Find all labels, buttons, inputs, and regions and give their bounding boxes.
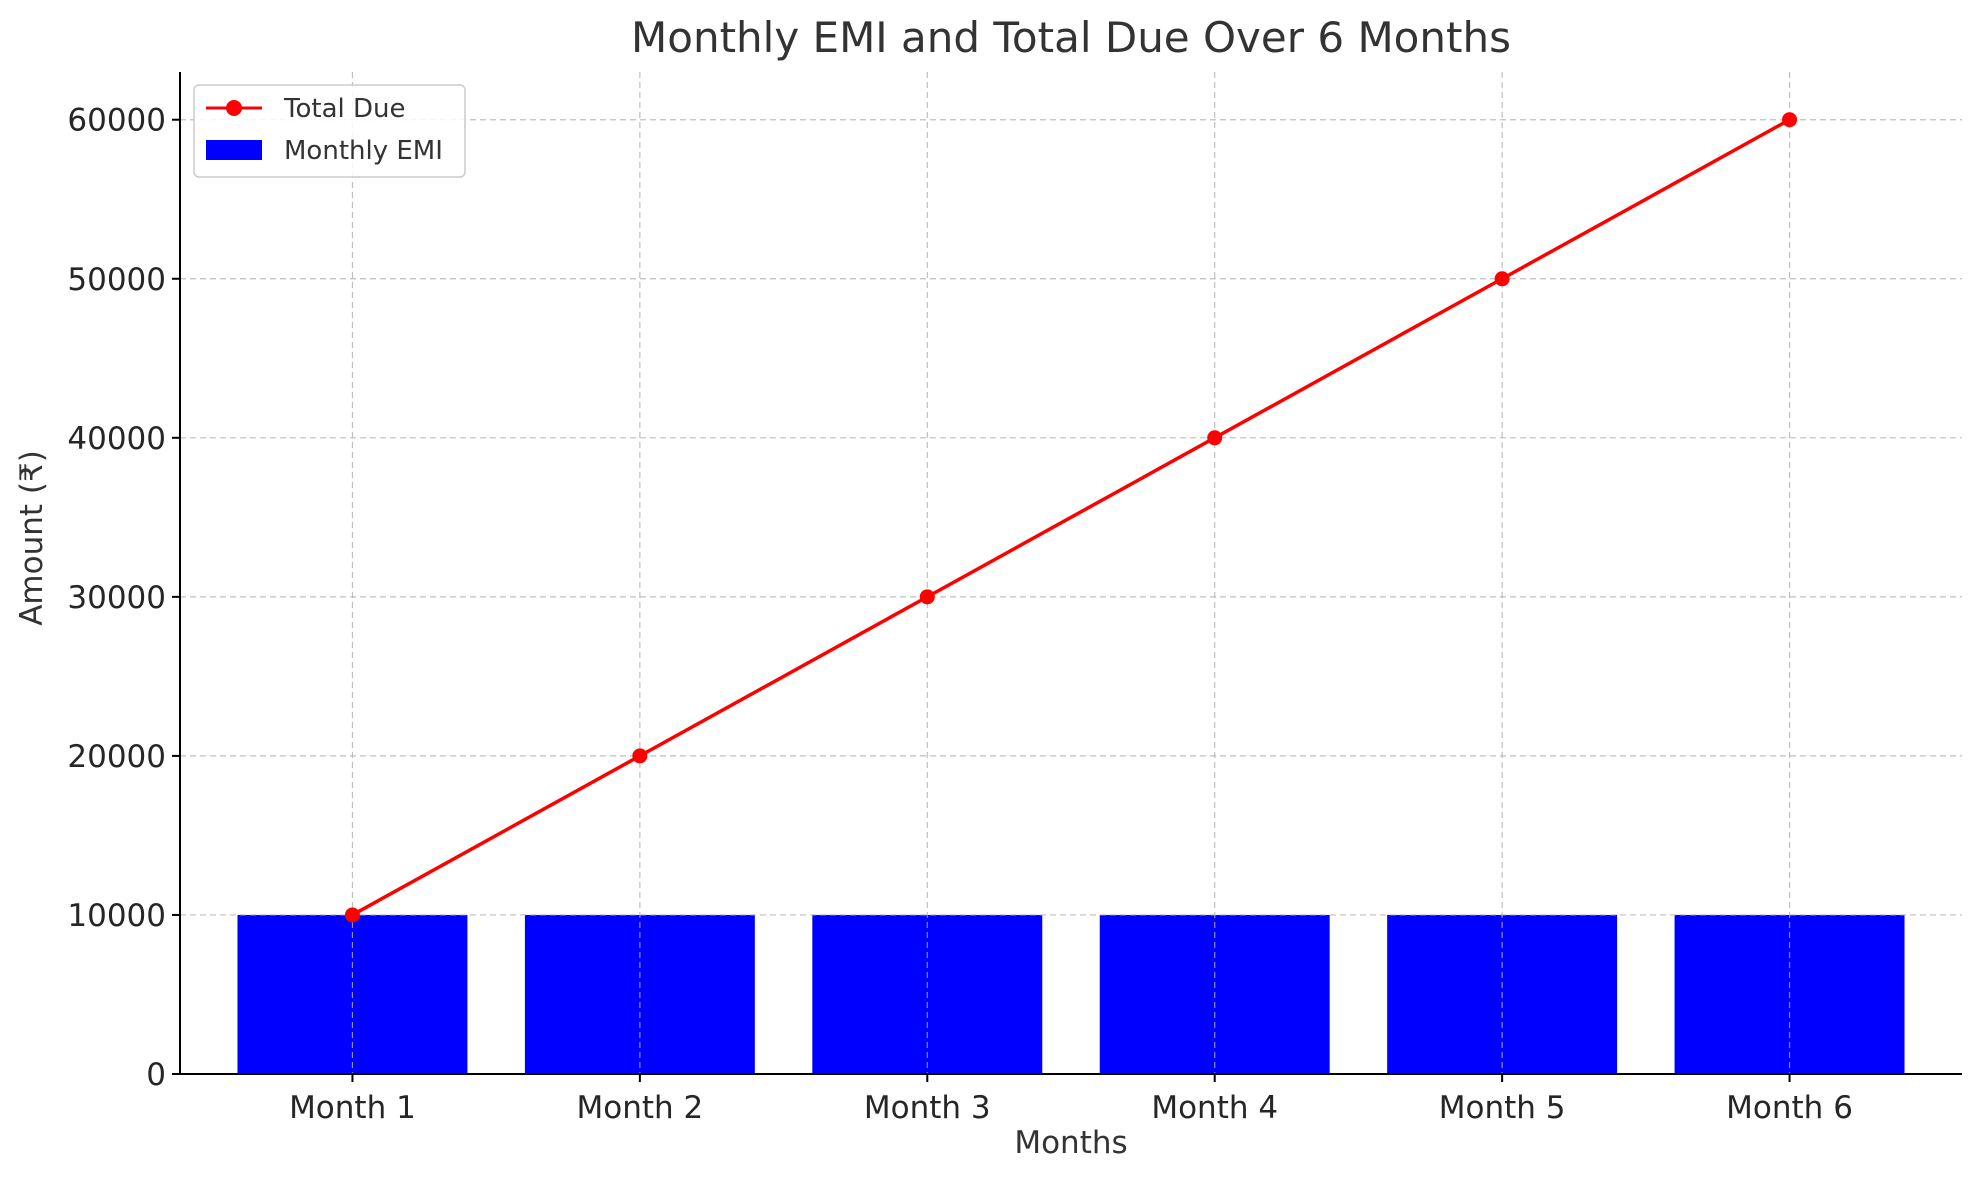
total-due-point [919,589,935,605]
x-tick-label: Month 3 [864,1090,991,1126]
y-axis-label: Amount (₹) [14,450,50,626]
y-tick-label: 30000 [67,580,166,616]
y-tick-label: 0 [146,1057,166,1093]
chart-title: Monthly EMI and Total Due Over 6 Months [631,13,1511,62]
total-due-line [351,118,1791,917]
y-tick-label: 60000 [67,103,166,139]
x-tick-label: Month 4 [1151,1090,1278,1126]
ticks-layer: 0 10000 20000 30000 40000 50000 60000 Month 1 Mo… [67,103,1853,1126]
y-tick-label: 20000 [67,739,166,775]
y-tick-label: 10000 [67,898,166,934]
total-due-point [632,748,648,764]
x-tick-label: Month 6 [1726,1090,1853,1126]
total-due-point [344,907,360,923]
legend-total-due-marker-icon [226,100,242,116]
legend-total-due-label: Total Due [283,94,405,124]
x-axis-label: Months [1014,1125,1127,1161]
legend-monthly-emi-label: Monthly EMI [284,136,443,166]
line-layer [344,112,1798,923]
grid-layer [180,72,1962,1074]
total-due-point [1494,271,1510,287]
bars-layer [237,914,1905,1074]
x-tick-label: Month 2 [576,1090,703,1126]
y-tick-label: 40000 [67,421,166,457]
x-tick-label: Month 1 [289,1090,416,1126]
total-due-point [1782,112,1798,128]
x-tick-label: Month 5 [1439,1090,1566,1126]
axes-layer [179,72,1962,1075]
legend-monthly-emi-swatch [206,140,262,160]
y-tick-label: 50000 [67,262,166,298]
legend: Total Due Monthly EMI [193,84,466,178]
total-due-point [1207,430,1223,446]
